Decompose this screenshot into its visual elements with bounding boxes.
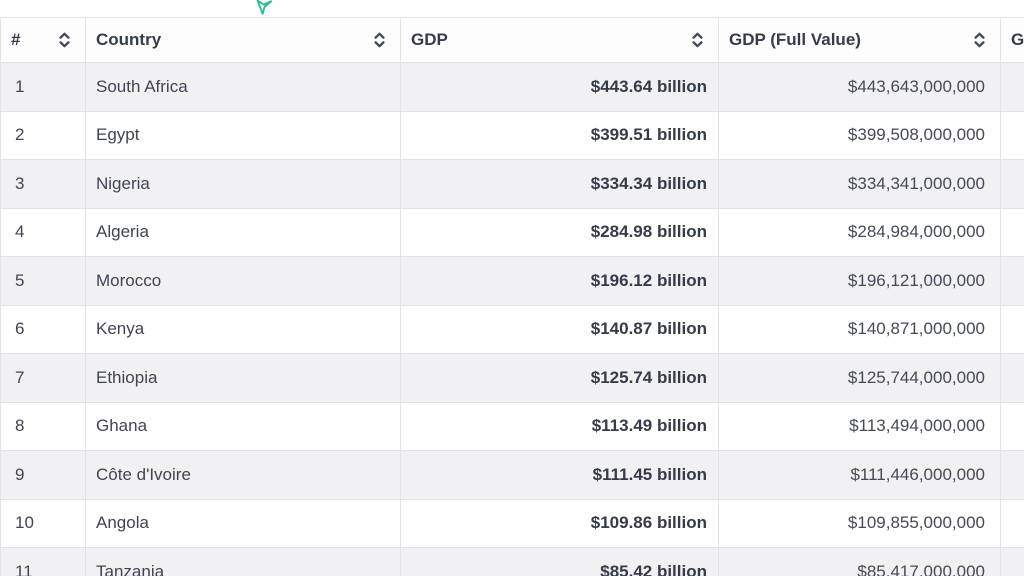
cell-country: Egypt bbox=[85, 110, 401, 160]
column-label-country: Country bbox=[96, 30, 162, 49]
cell-gdp: $140.87 billion bbox=[400, 304, 719, 354]
table-row-4: 4 Algeria $284.98 billion $284,984,000,000 bbox=[0, 207, 1024, 257]
cell-rank: 6 bbox=[0, 304, 86, 354]
cell-gdp: $125.74 billion bbox=[400, 353, 719, 403]
cell-partial bbox=[1000, 450, 1024, 500]
cell-rank: 9 bbox=[0, 450, 86, 500]
cell-gdp: $284.98 billion bbox=[400, 207, 719, 257]
cell-country: Côte d'Ivoire bbox=[85, 450, 401, 500]
cell-gdp: $109.86 billion bbox=[400, 498, 719, 548]
cell-partial bbox=[1000, 207, 1024, 257]
cell-gdp_full: $443,643,000,000 bbox=[718, 62, 1001, 112]
cell-country: Tanzania bbox=[85, 547, 401, 576]
table-row-8: 8 Ghana $113.49 billion $113,494,000,000 bbox=[0, 401, 1024, 451]
cell-country: Ethiopia bbox=[85, 353, 401, 403]
cell-rank: 11 bbox=[0, 547, 86, 576]
cell-partial bbox=[1000, 159, 1024, 209]
cell-gdp: $85.42 billion bbox=[400, 547, 719, 576]
column-label-gdp_full: GDP (Full Value) bbox=[729, 30, 861, 49]
cell-gdp: $111.45 billion bbox=[400, 450, 719, 500]
cell-country: Angola bbox=[85, 498, 401, 548]
cell-gdp: $113.49 billion bbox=[400, 401, 719, 451]
cell-gdp_full: $399,508,000,000 bbox=[718, 110, 1001, 160]
cell-rank: 3 bbox=[0, 159, 86, 209]
sort-icon bbox=[374, 32, 385, 48]
column-label-gdp: GDP bbox=[411, 30, 448, 49]
cell-gdp_full: $125,744,000,000 bbox=[718, 353, 1001, 403]
cell-gdp_full: $109,855,000,000 bbox=[718, 498, 1001, 548]
column-label-partial: G bbox=[1011, 30, 1024, 49]
cell-partial bbox=[1000, 353, 1024, 403]
table-row-10: 10 Angola $109.86 billion $109,855,000,000 bbox=[0, 498, 1024, 548]
sort-icon bbox=[692, 32, 703, 48]
column-header-country[interactable]: Country bbox=[85, 17, 401, 63]
cell-partial bbox=[1000, 401, 1024, 451]
column-header-partial[interactable]: G bbox=[1000, 17, 1024, 63]
cell-gdp_full: $85,417,000,000 bbox=[718, 547, 1001, 576]
cell-partial bbox=[1000, 498, 1024, 548]
cell-country: South Africa bbox=[85, 62, 401, 112]
cell-country: Nigeria bbox=[85, 159, 401, 209]
sort-icon bbox=[974, 32, 985, 48]
cell-gdp_full: $284,984,000,000 bbox=[718, 207, 1001, 257]
column-header-gdp[interactable]: GDP bbox=[400, 17, 719, 63]
cell-gdp: $443.64 billion bbox=[400, 62, 719, 112]
cell-gdp_full: $334,341,000,000 bbox=[718, 159, 1001, 209]
cell-partial bbox=[1000, 304, 1024, 354]
cell-country: Kenya bbox=[85, 304, 401, 354]
cell-rank: 2 bbox=[0, 110, 86, 160]
cell-rank: 5 bbox=[0, 256, 86, 306]
sort-icon bbox=[59, 32, 70, 48]
cell-country: Algeria bbox=[85, 207, 401, 257]
cell-rank: 10 bbox=[0, 498, 86, 548]
cell-gdp_full: $113,494,000,000 bbox=[718, 401, 1001, 451]
cell-partial bbox=[1000, 110, 1024, 160]
table-header: # Country GDP GDP (Full Value) G bbox=[0, 17, 1024, 63]
cell-rank: 7 bbox=[0, 353, 86, 403]
cell-rank: 8 bbox=[0, 401, 86, 451]
table-row-6: 6 Kenya $140.87 billion $140,871,000,000 bbox=[0, 304, 1024, 354]
table-body: 1 South Africa $443.64 billion $443,643,000… bbox=[0, 62, 1024, 576]
gdp-table-container: # Country GDP GDP (Full Value) G 1 South Afri… bbox=[0, 17, 1024, 576]
cell-gdp_full: $140,871,000,000 bbox=[718, 304, 1001, 354]
column-header-rank[interactable]: # bbox=[0, 17, 86, 63]
cell-gdp_full: $196,121,000,000 bbox=[718, 256, 1001, 306]
table-row-2: 2 Egypt $399.51 billion $399,508,000,000 bbox=[0, 110, 1024, 160]
cell-gdp_full: $111,446,000,000 bbox=[718, 450, 1001, 500]
cell-country: Ghana bbox=[85, 401, 401, 451]
column-header-gdp_full[interactable]: GDP (Full Value) bbox=[718, 17, 1001, 63]
cell-rank: 1 bbox=[0, 62, 86, 112]
cell-gdp: $399.51 billion bbox=[400, 110, 719, 160]
cell-gdp: $196.12 billion bbox=[400, 256, 719, 306]
cell-partial bbox=[1000, 62, 1024, 112]
table-row-7: 7 Ethiopia $125.74 billion $125,744,000,000 bbox=[0, 353, 1024, 403]
table-row-3: 3 Nigeria $334.34 billion $334,341,000,000 bbox=[0, 159, 1024, 209]
header-row: # Country GDP GDP (Full Value) G bbox=[0, 17, 1024, 63]
cell-rank: 4 bbox=[0, 207, 86, 257]
table-row-1: 1 South Africa $443.64 billion $443,643,000… bbox=[0, 62, 1024, 112]
column-label-rank: # bbox=[11, 30, 21, 49]
cell-partial bbox=[1000, 256, 1024, 306]
table-row-11: 11 Tanzania $85.42 billion $85,417,000,000 bbox=[0, 547, 1024, 576]
cursor-pointer-icon bbox=[256, 0, 273, 15]
cell-partial bbox=[1000, 547, 1024, 576]
cell-gdp: $334.34 billion bbox=[400, 159, 719, 209]
cell-country: Morocco bbox=[85, 256, 401, 306]
table-row-9: 9 Côte d'Ivoire $111.45 billion $111,446,00… bbox=[0, 450, 1024, 500]
table-row-5: 5 Morocco $196.12 billion $196,121,000,000 bbox=[0, 256, 1024, 306]
gdp-by-country-table: # Country GDP GDP (Full Value) G 1 South Afri… bbox=[0, 17, 1024, 576]
